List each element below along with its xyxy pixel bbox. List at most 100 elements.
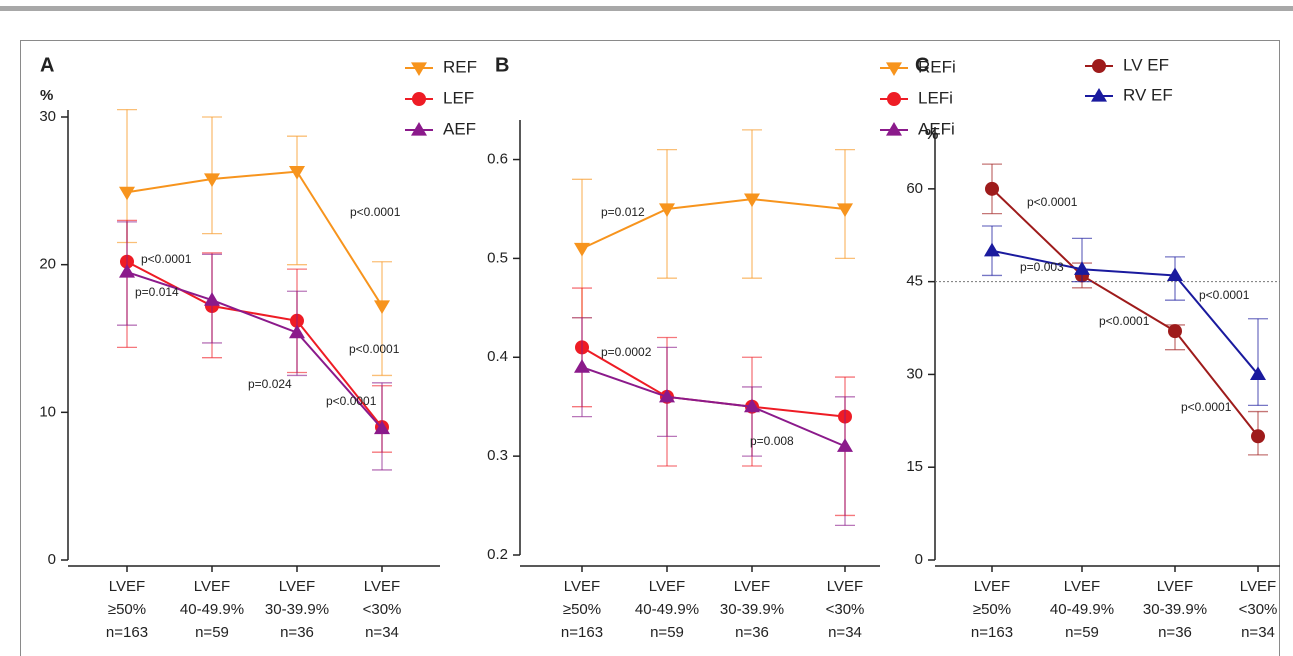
legend-label: REFi (918, 57, 956, 76)
x-tick-label: n=34 (828, 624, 862, 641)
point (744, 398, 760, 413)
p-value: p<0.0001 (1027, 195, 1078, 209)
x-tick-label: 40-49.9% (635, 601, 699, 618)
p-value: p<0.0001 (1199, 288, 1250, 302)
point (1074, 261, 1090, 275)
x-tick-label: n=59 (1065, 624, 1099, 641)
x-tick-label: 30-39.9% (720, 601, 784, 618)
point (204, 173, 220, 188)
panel-label: B (495, 54, 509, 76)
point (744, 193, 760, 208)
x-tick-label: 40-49.9% (1050, 601, 1114, 618)
point (1167, 267, 1183, 282)
y-tick-label: 60 (906, 180, 923, 197)
y-tick-label: 0 (48, 551, 56, 568)
point (659, 203, 675, 217)
y-tick-label: 30 (39, 108, 56, 125)
point (574, 359, 590, 373)
series-line (581, 198, 846, 250)
legend-label: AEFi (918, 119, 955, 138)
legend-marker (886, 62, 902, 76)
x-tick-label: n=36 (1158, 624, 1192, 641)
x-tick-label: ≥50% (973, 601, 1011, 618)
x-tick-label: LVEF (974, 578, 1010, 595)
x-tick-label: LVEF (364, 578, 400, 595)
x-tick-label: n=163 (971, 624, 1013, 641)
point (984, 242, 1000, 257)
y-tick-label: 15 (906, 458, 923, 475)
x-tick-label: n=163 (561, 624, 603, 641)
x-tick-label: LVEF (194, 578, 230, 595)
x-tick-label: n=34 (1241, 624, 1275, 641)
point (374, 420, 390, 435)
x-tick-label: n=36 (280, 624, 314, 641)
p-value: p=0.012 (601, 205, 645, 219)
series-line (581, 366, 846, 448)
series-line (991, 188, 1259, 437)
p-value: p<0.0001 (350, 205, 401, 219)
x-tick-label: ≥50% (108, 601, 146, 618)
legend-marker (887, 92, 901, 106)
legend-marker (412, 92, 426, 106)
x-tick-label: LVEF (1240, 578, 1276, 595)
legend-label: REF (443, 57, 477, 76)
p-value: p=0.0002 (601, 345, 652, 359)
x-tick-label: <30% (363, 601, 402, 618)
legend-marker (886, 122, 902, 136)
y-tick-label: 20 (39, 256, 56, 273)
point (374, 300, 390, 315)
y-tick-label: 10 (39, 403, 56, 420)
legend-label: AEF (443, 119, 476, 138)
y-axis-label: % (40, 87, 53, 104)
x-tick-label: 30-39.9% (265, 601, 329, 618)
series-line (991, 249, 1259, 376)
x-tick-label: 30-39.9% (1143, 601, 1207, 618)
x-tick-label: LVEF (109, 578, 145, 595)
point (119, 186, 135, 201)
point (1250, 366, 1266, 381)
y-tick-label: 0.4 (487, 348, 508, 365)
p-value: p=0.008 (750, 434, 794, 448)
point (659, 388, 675, 403)
x-tick-label: LVEF (279, 578, 315, 595)
y-tick-label: 0 (915, 551, 923, 568)
y-axis-label: % (925, 126, 938, 143)
x-tick-label: LVEF (1157, 578, 1193, 595)
legend-label: LV EF (1123, 55, 1169, 74)
p-value: p<0.0001 (1181, 400, 1232, 414)
point (985, 181, 999, 196)
legend-marker (411, 62, 427, 76)
p-value: p<0.0001 (326, 394, 377, 408)
p-value: p=0.014 (135, 285, 179, 299)
point (289, 166, 305, 180)
series-line (126, 271, 383, 430)
top-bar (0, 6, 1293, 11)
legend-marker (1092, 59, 1106, 73)
y-tick-label: 0.2 (487, 546, 508, 563)
y-tick-label: 30 (906, 365, 923, 382)
panel-label: A (40, 54, 54, 76)
y-tick-label: 0.5 (487, 249, 508, 266)
point (289, 324, 305, 339)
panel-label: C (915, 54, 929, 76)
p-value: p<0.0001 (349, 342, 400, 356)
series-line (126, 170, 383, 307)
x-tick-label: n=59 (195, 624, 229, 641)
x-tick-label: n=59 (650, 624, 684, 641)
y-tick-label: 0.6 (487, 151, 508, 168)
point (837, 438, 853, 452)
x-tick-label: n=36 (735, 624, 769, 641)
series-line (126, 260, 383, 428)
legend-marker (1091, 88, 1107, 102)
x-tick-label: n=34 (365, 624, 399, 641)
point (1168, 324, 1182, 339)
legend-marker (411, 122, 427, 136)
p-value: p=0.024 (248, 377, 292, 391)
x-tick-label: 40-49.9% (180, 601, 244, 618)
p-value: p=0.003 (1020, 260, 1064, 274)
point (837, 203, 853, 217)
legend-label: LEF (443, 88, 474, 107)
x-tick-label: LVEF (734, 578, 770, 595)
y-tick-label: 45 (906, 273, 923, 290)
y-tick-label: 0.3 (487, 447, 508, 464)
